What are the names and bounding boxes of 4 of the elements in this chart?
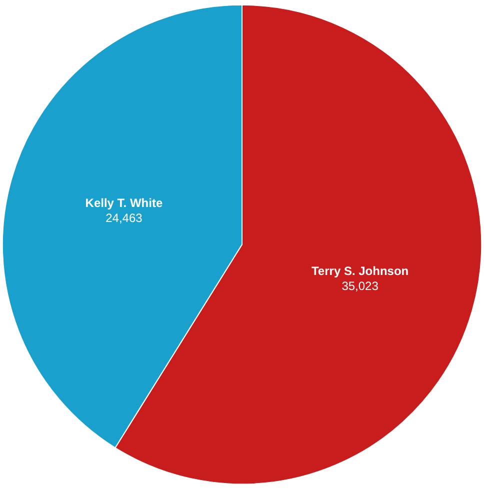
slice-label: Terry S. Johnson: [311, 264, 409, 278]
data-label: 24,463: [106, 211, 143, 226]
slice-label: Kelly T. White: [85, 196, 163, 210]
data-label: 35,023: [342, 278, 379, 293]
